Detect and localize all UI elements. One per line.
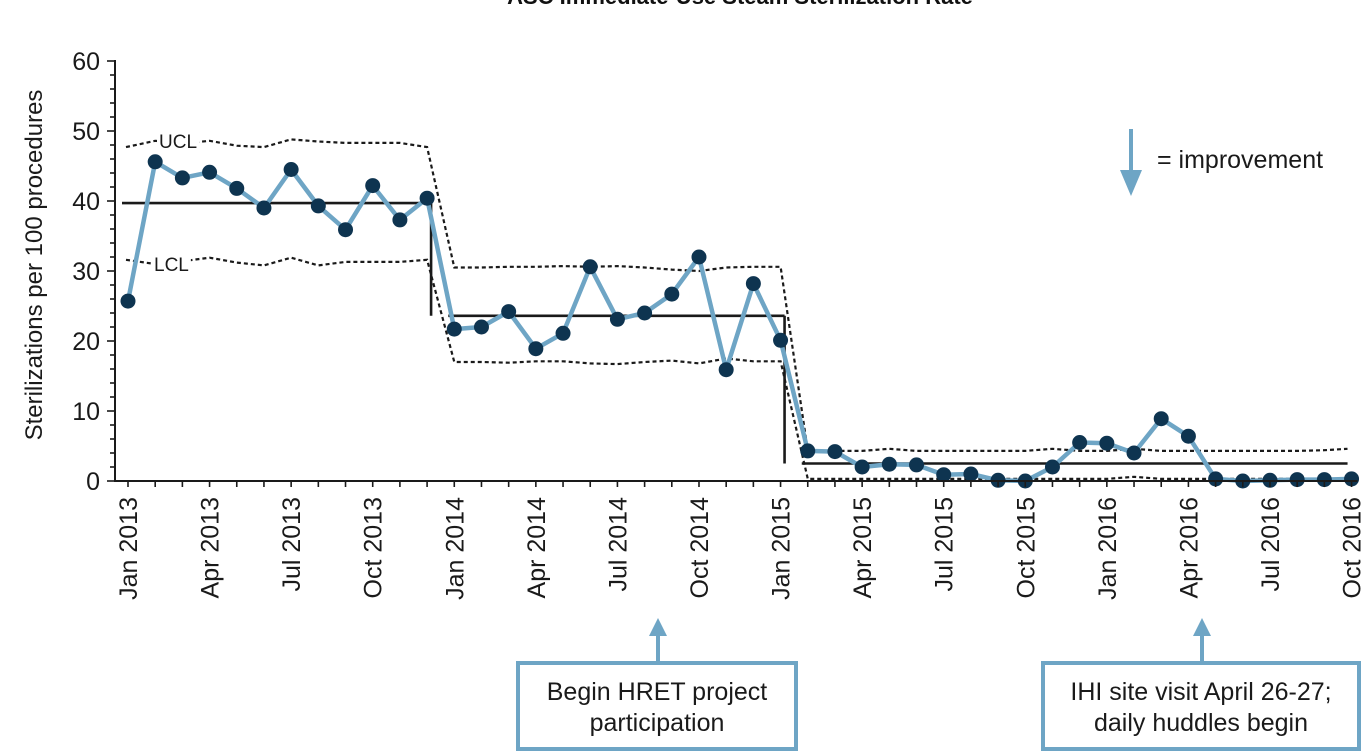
data-point — [1153, 411, 1169, 427]
data-point — [773, 332, 789, 348]
data-point — [800, 443, 816, 459]
data-point — [664, 286, 680, 302]
annotation-box — [1041, 661, 1361, 751]
data-point — [1208, 471, 1224, 487]
data-point — [909, 457, 925, 473]
annotation-box — [516, 661, 798, 751]
data-point — [1099, 435, 1115, 451]
x-tick-label: Oct 2015 — [1012, 497, 1040, 598]
data-point — [854, 459, 870, 475]
limit-label-background — [157, 131, 200, 153]
annotation-text-line: daily huddles begin — [1094, 709, 1308, 737]
x-tick-label: Jul 2015 — [931, 497, 959, 592]
data-point — [1072, 435, 1088, 450]
legend: = improvement — [1120, 129, 1323, 196]
y-tick-label: 30 — [72, 258, 100, 286]
data-point — [881, 456, 897, 472]
data-point — [963, 466, 979, 482]
data-point — [1344, 471, 1360, 487]
data-point — [1180, 428, 1196, 444]
data-point — [147, 154, 163, 170]
data-point — [745, 276, 761, 292]
annotation-arrow-head — [649, 618, 667, 636]
data-point — [256, 200, 272, 216]
limit-label-background — [152, 255, 191, 276]
annotation-arrow-head — [1193, 618, 1211, 636]
down-arrow-icon — [1120, 129, 1142, 196]
ucl-label: UCL — [159, 132, 197, 153]
annotation-text-line: IHI site visit April 26-27; — [1070, 678, 1331, 706]
x-tick-label: Jul 2013 — [278, 497, 306, 592]
y-tick-label: 20 — [72, 328, 100, 356]
data-point — [283, 162, 299, 177]
x-tick-label: Apr 2013 — [197, 497, 225, 598]
data-point — [174, 170, 190, 186]
data-point — [1126, 445, 1142, 461]
ucl-line — [125, 138, 1348, 452]
data-point — [310, 198, 326, 214]
data-point — [446, 321, 462, 337]
x-tick-label: Jul 2014 — [604, 497, 632, 592]
x-tick-label: Apr 2014 — [523, 497, 551, 599]
data-point — [827, 444, 843, 460]
data-point — [718, 362, 734, 378]
data-point — [1289, 472, 1305, 488]
data-point — [555, 325, 571, 341]
x-tick-label: Jan 2013 — [115, 497, 143, 600]
data-point — [392, 212, 408, 228]
annotation-2: IHI site visit April 26-27; daily huddles… — [1041, 618, 1361, 751]
control-limits: UCL LCL — [125, 131, 1348, 480]
series-line — [125, 159, 1352, 484]
y-tick-label: 10 — [72, 398, 100, 426]
x-tick-label: Jan 2016 — [1094, 497, 1122, 600]
data-point — [582, 259, 598, 275]
lcl-label: LCL — [154, 255, 189, 276]
x-tick-label: Oct 2014 — [686, 497, 714, 599]
data-point — [936, 467, 952, 483]
lcl-line — [125, 256, 1348, 480]
y-tick-label: 60 — [72, 48, 100, 76]
legend-text: = improvement — [1157, 146, 1323, 174]
y-axis-label: Sterilizations per 100 procedures — [21, 90, 48, 441]
x-tick-label: Apr 2016 — [1175, 497, 1203, 598]
data-series — [120, 154, 1360, 489]
data-point — [338, 222, 354, 238]
y-tick-label: 50 — [72, 118, 100, 146]
data-point — [691, 249, 707, 265]
y-tick-label: 0 — [86, 468, 100, 496]
data-point — [501, 304, 517, 320]
annotation-1: Begin HRET project participation — [516, 618, 798, 751]
axes: 0 10 20 30 40 50 60 Jan 2013 Apr 2013 Jul 2013 Oct… — [72, 48, 1366, 600]
data-point — [528, 341, 544, 357]
x-tick-label: Jul 2016 — [1257, 497, 1285, 592]
data-point — [473, 319, 489, 335]
y-tick-label: 40 — [72, 188, 100, 216]
data-point — [637, 305, 653, 321]
data-point — [1044, 459, 1060, 475]
data-point — [365, 178, 381, 194]
x-tick-label: Jan 2015 — [768, 497, 796, 600]
annotation-text-line: participation — [590, 709, 725, 737]
chart-title: ASC Immediate-Use Steam Sterilization Ra… — [507, 0, 973, 9]
x-tick-label: Oct 2016 — [1339, 497, 1367, 598]
arrow-head — [1120, 170, 1142, 196]
data-point — [419, 190, 435, 206]
data-point — [229, 180, 245, 196]
annotation-text-line: Begin HRET project — [547, 678, 768, 706]
data-point — [120, 293, 136, 309]
data-point — [202, 164, 218, 180]
x-tick-label: Apr 2015 — [849, 497, 877, 598]
annotations: Begin HRET project participation IHI site … — [516, 618, 1361, 751]
x-tick-label: Oct 2013 — [360, 497, 388, 598]
data-point — [1316, 472, 1332, 488]
data-point — [609, 311, 625, 327]
x-tick-label: Jan 2014 — [441, 497, 469, 600]
